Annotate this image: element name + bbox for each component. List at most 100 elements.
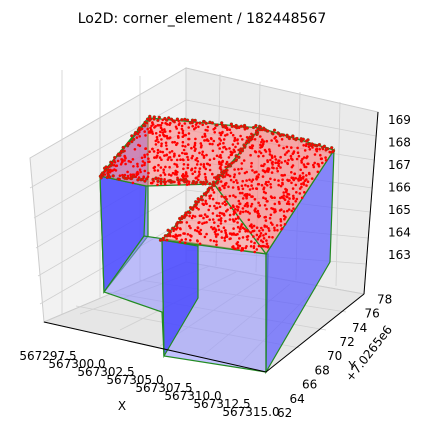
data-point [241, 236, 245, 239]
edge-point [206, 189, 210, 193]
data-point [184, 133, 187, 137]
data-point [238, 191, 242, 195]
data-point [201, 153, 204, 156]
edge-point [131, 174, 136, 179]
data-point [165, 147, 169, 151]
data-point [201, 202, 204, 206]
edge-point [190, 120, 194, 125]
edge-point [159, 179, 163, 184]
data-point [206, 125, 210, 129]
edge-point [217, 177, 221, 181]
data-point [129, 173, 132, 176]
data-point [156, 148, 160, 152]
data-point [226, 133, 229, 136]
edge-point [148, 116, 152, 121]
data-point [232, 180, 235, 184]
data-point [306, 162, 309, 166]
data-point [324, 159, 328, 162]
data-point [264, 232, 268, 236]
data-point [215, 240, 218, 243]
edge-point [204, 121, 208, 125]
data-point [241, 191, 244, 195]
data-point [219, 139, 223, 142]
data-point [249, 205, 253, 208]
data-point [123, 154, 126, 158]
chart-title: Lo2D: corner_element / 182448567 [78, 11, 327, 27]
data-point [168, 123, 171, 127]
data-point [182, 167, 185, 171]
data-point [187, 180, 191, 184]
edge-point [183, 117, 187, 122]
data-point [199, 228, 203, 232]
data-point [233, 173, 236, 176]
data-point [218, 137, 221, 140]
data-point [208, 194, 211, 198]
data-point [206, 215, 209, 218]
data-point [257, 182, 261, 186]
data-point [264, 180, 268, 184]
data-point [173, 152, 176, 156]
data-point [291, 187, 295, 190]
data-point [146, 175, 150, 178]
data-point [289, 154, 293, 158]
data-point [255, 233, 259, 237]
data-point [268, 153, 272, 156]
data-point [223, 236, 226, 240]
data-point [236, 181, 239, 185]
data-point [240, 249, 243, 252]
data-point [166, 158, 170, 161]
data-point [163, 154, 166, 157]
data-point [233, 168, 236, 171]
data-point [271, 207, 275, 211]
data-point [271, 160, 274, 164]
data-point [213, 126, 217, 130]
data-point [242, 159, 246, 162]
edge-point [198, 121, 202, 125]
data-point [280, 208, 283, 211]
data-point [218, 211, 222, 215]
data-point [106, 171, 110, 174]
data-point [209, 239, 212, 242]
data-point [234, 145, 237, 149]
data-point [103, 173, 107, 176]
edge-point [176, 177, 180, 182]
data-point [223, 200, 227, 204]
z-tick-label: 168 [388, 136, 411, 150]
data-point [282, 146, 285, 150]
data-point [218, 214, 221, 218]
data-point [253, 171, 256, 174]
data-point [177, 180, 181, 184]
data-point [172, 155, 176, 158]
edge-point [183, 213, 187, 217]
data-point [292, 207, 295, 210]
data-point [275, 167, 279, 170]
data-point [227, 156, 231, 159]
data-point [225, 147, 228, 151]
edge-point [287, 136, 292, 141]
data-point [238, 212, 242, 215]
data-point [155, 135, 159, 139]
data-point [225, 202, 228, 206]
data-point [162, 171, 165, 174]
data-point [265, 239, 268, 242]
data-point [178, 240, 182, 244]
data-point [195, 229, 199, 233]
data-point [257, 173, 261, 176]
data-point [185, 152, 188, 155]
data-point [226, 208, 229, 212]
data-point [188, 214, 191, 218]
z-tick-label: 166 [388, 181, 411, 195]
data-point [253, 138, 257, 141]
data-point [203, 235, 207, 239]
data-point [250, 165, 253, 168]
data-point [231, 133, 235, 137]
data-point [179, 158, 182, 161]
data-point [149, 128, 153, 132]
edge-point [258, 125, 263, 129]
data-point [270, 156, 274, 159]
data-point [260, 183, 264, 187]
data-point [287, 200, 290, 203]
data-point [244, 203, 248, 206]
data-point [301, 171, 305, 175]
data-point [188, 224, 191, 228]
